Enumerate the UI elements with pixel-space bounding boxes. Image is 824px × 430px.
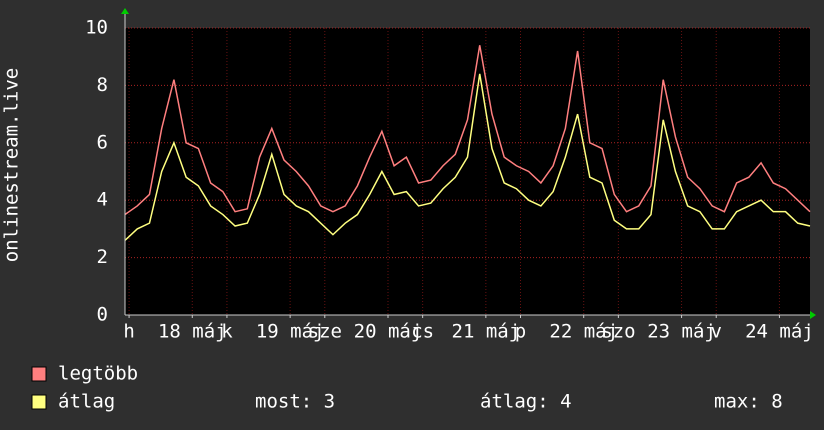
- stat-text: átlag: 4: [480, 391, 572, 413]
- y-arrow: [121, 8, 129, 14]
- x-tick-label: cs: [411, 321, 434, 343]
- plot-area: [125, 28, 810, 315]
- x-tick-label: 18 máj: [158, 321, 227, 343]
- legend-swatch: [31, 394, 47, 410]
- x-tick-label: sze: [308, 321, 342, 343]
- y-axis-label: onlinestream.live: [1, 68, 23, 262]
- y-tick-label: 8: [97, 74, 108, 96]
- x-tick-label: h: [123, 321, 134, 343]
- x-tick-label: k: [221, 321, 233, 343]
- x-tick-label: 20 máj: [354, 321, 423, 343]
- legend-label: legtöbb: [58, 363, 138, 385]
- y-tick-label: 6: [97, 131, 108, 153]
- legend-swatch: [31, 366, 47, 382]
- legend-label: átlag: [58, 391, 115, 413]
- y-tick-label: 0: [97, 304, 108, 326]
- y-tick-label: 4: [97, 189, 108, 211]
- x-tick-label: v: [710, 321, 721, 343]
- y-tick-label: 10: [85, 17, 108, 39]
- x-tick-label: 22 máj: [549, 321, 618, 343]
- series-line: [124, 73, 811, 241]
- stat-text: max: 8: [714, 391, 783, 413]
- series-line: [124, 45, 811, 216]
- x-tick-label: 24 máj: [745, 321, 814, 343]
- y-tick-label: 2: [97, 246, 108, 268]
- x-tick-label: p: [515, 321, 526, 343]
- x-arrow: [810, 311, 816, 319]
- x-tick-label: 21 máj: [452, 321, 521, 343]
- x-tick-label: 23 máj: [647, 321, 716, 343]
- stat-text: most: 3: [255, 391, 335, 413]
- x-tick-label: szo: [601, 321, 635, 343]
- x-tick-label: 19 máj: [256, 321, 325, 343]
